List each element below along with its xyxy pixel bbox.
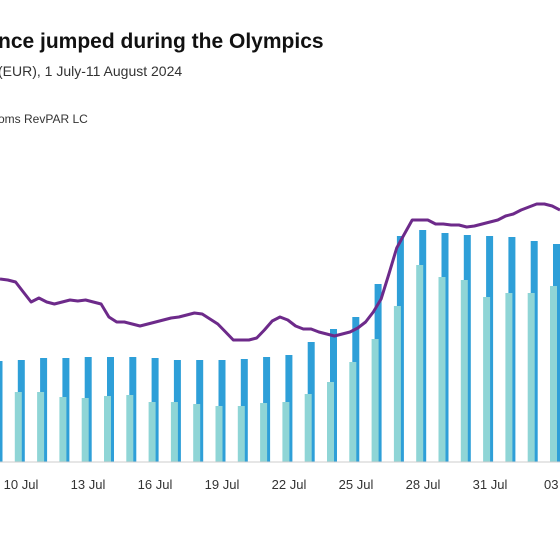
x-tick-label: 16 Jul [138,477,173,492]
bar-light-13 [282,402,290,462]
chart-title: nce jumped during the Olympics [0,30,324,53]
bar-light-17 [371,339,379,462]
bar-light-18 [393,306,401,462]
legend-label: oms RevPAR LC [0,112,88,126]
bar-light-23 [505,293,513,462]
bar-light-22 [483,297,491,462]
x-axis-ticks: 10 Jul 13 Jul 16 Jul 19 Jul 22 Jul 25 Jul 28 J… [4,477,560,492]
x-tick-label: 31 Jul [473,477,508,492]
bar-light-2 [37,392,45,462]
bar-light-3 [59,397,67,462]
bar-light-24 [527,293,535,462]
bar-light-12 [260,403,268,462]
x-tick-label: 25 Jul [339,477,374,492]
series-light-bars [14,265,557,462]
bar-light-10 [215,406,223,462]
bar-light-16 [349,362,357,462]
bar-light-7 [148,402,156,462]
x-tick-label: 03 A [544,477,560,492]
bar-light-25 [550,286,557,462]
bar-light-5 [104,396,111,462]
x-tick-label: 10 Jul [4,477,39,492]
x-tick-label: 28 Jul [406,477,441,492]
series-line [0,202,560,342]
bar-light-14 [304,394,312,462]
x-tick-label: 13 Jul [71,477,106,492]
bar-light-19 [416,265,424,462]
bar-light-20 [438,277,446,462]
chart-subtitle: (EUR), 1 July-11 August 2024 [0,63,183,79]
bar-light-6 [126,395,134,462]
bar-light-15 [327,382,334,462]
bar-light-8 [170,402,178,462]
series-line-group [0,202,560,342]
bar-light-9 [193,404,201,462]
x-tick-label: 19 Jul [205,477,240,492]
bar-light-21 [460,280,468,462]
x-tick-label: 22 Jul [272,477,307,492]
bar-light-11 [237,406,245,462]
bar-dark-0 [0,361,3,462]
bar-light-4 [81,398,89,462]
bar-light-1 [14,392,22,462]
